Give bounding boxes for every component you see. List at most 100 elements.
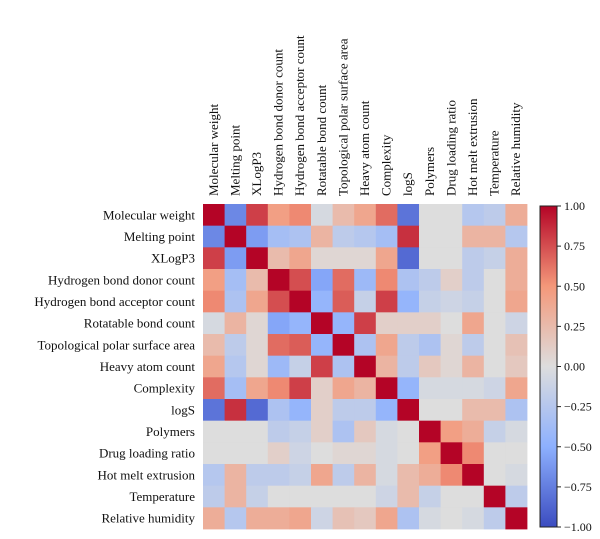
heatmap-cell	[203, 290, 225, 313]
heatmap-cell	[440, 399, 463, 422]
column-label: Relative humidity	[508, 102, 523, 196]
heatmap-cell	[462, 225, 485, 248]
row-label: Molecular weight	[103, 207, 195, 222]
heatmap-cell	[354, 312, 377, 335]
column-label: Hot melt extrusion	[465, 98, 480, 196]
heatmap-cell	[505, 290, 528, 313]
heatmap-cell	[289, 247, 312, 270]
row-label: Hot melt extrusion	[98, 467, 196, 482]
row-label: XLogP3	[151, 251, 195, 266]
heatmap-cell	[246, 225, 269, 248]
heatmap-cell	[332, 420, 355, 443]
heatmap-cell	[224, 464, 247, 487]
row-label: Heavy atom count	[100, 359, 196, 374]
heatmap-cell	[440, 420, 463, 443]
heatmap-cell	[224, 507, 247, 530]
heatmap-cell	[246, 464, 269, 487]
row-label: Hydrogen bond acceptor count	[34, 294, 195, 309]
heatmap-cell	[332, 312, 355, 335]
column-label: Molecular weight	[206, 104, 221, 196]
heatmap-cell	[354, 334, 377, 357]
heatmap-cell	[419, 464, 441, 487]
heatmap-cell	[289, 399, 312, 422]
heatmap-cell	[440, 204, 463, 227]
heatmap-cell	[267, 464, 290, 487]
heatmap-cell	[462, 464, 485, 487]
column-label: Complexity	[379, 134, 394, 196]
heatmap-cell	[332, 225, 355, 248]
heatmap-cell	[267, 269, 290, 292]
row-label: logS	[171, 402, 195, 417]
heatmap-cell	[311, 442, 333, 465]
heatmap-cell	[419, 420, 441, 443]
heatmap-cell	[267, 442, 290, 465]
heatmap-cell	[203, 399, 225, 422]
colorbar-gradient	[539, 205, 558, 528]
colorbar-tick-label: 1.00	[564, 199, 585, 213]
heatmap-cell	[419, 290, 441, 313]
column-label: Polymers	[422, 147, 437, 196]
heatmap-cell	[397, 485, 420, 508]
heatmap-cell	[505, 442, 528, 465]
colorbar-ticks: 1.00 0.75 0.50 0.25 0.00 −0.25 −0.50 −0.75 −1.00	[557, 199, 592, 534]
heatmap-cell	[505, 334, 528, 357]
heatmap-cell	[224, 334, 247, 357]
column-label: XLogP3	[249, 152, 264, 196]
heatmap-cell	[246, 420, 269, 443]
heatmap-cell	[397, 269, 420, 292]
heatmap-cell	[483, 355, 506, 378]
heatmap-cell	[440, 290, 463, 313]
heatmap-cell	[332, 355, 355, 378]
heatmap-cell	[354, 442, 377, 465]
heatmap-cell	[203, 377, 225, 400]
heatmap-cell	[354, 225, 377, 248]
heatmap-cell	[440, 507, 463, 530]
heatmap-cell	[354, 485, 377, 508]
heatmap-cell	[311, 420, 333, 443]
column-label: Melting point	[227, 124, 242, 196]
heatmap-cell	[483, 204, 506, 227]
heatmap-cell	[483, 269, 506, 292]
heatmap-cell	[332, 334, 355, 357]
heatmap-cell	[332, 290, 355, 313]
heatmap-cell	[462, 399, 485, 422]
column-label: Hydrogen bond donor count	[271, 49, 286, 196]
heatmap-cell	[203, 225, 225, 248]
heatmap-cell	[505, 312, 528, 335]
row-label: Drug loading ratio	[99, 446, 195, 461]
colorbar-tick-label: −0.75	[564, 480, 592, 494]
heatmap-cell	[224, 420, 247, 443]
heatmap-cell	[224, 247, 247, 270]
colorbar: 1.00 0.75 0.50 0.25 0.00 −0.25 −0.50 −0.75 −1.00	[539, 199, 592, 534]
heatmap-cell	[505, 247, 528, 270]
heatmap-cell	[483, 485, 506, 508]
heatmap-cell	[397, 225, 420, 248]
heatmap-cell	[397, 334, 420, 357]
heatmap-cell	[311, 464, 333, 487]
heatmap-cell	[267, 507, 290, 530]
heatmap-cell	[332, 464, 355, 487]
heatmap-cell	[505, 204, 528, 227]
heatmap-cell	[311, 377, 333, 400]
heatmap-cell	[419, 377, 441, 400]
heatmap-cells	[203, 204, 528, 530]
heatmap-cell	[462, 290, 485, 313]
heatmap-cell	[462, 204, 485, 227]
heatmap-cell	[267, 290, 290, 313]
heatmap-cell	[440, 247, 463, 270]
heatmap-cell	[440, 312, 463, 335]
heatmap-cell	[462, 420, 485, 443]
heatmap-cell	[419, 355, 441, 378]
heatmap-cell	[440, 442, 463, 465]
heatmap-cell	[224, 269, 247, 292]
heatmap-cell	[483, 225, 506, 248]
heatmap-cell	[267, 399, 290, 422]
heatmap-cell	[354, 290, 377, 313]
heatmap-cell	[224, 290, 247, 313]
heatmap-cell	[483, 290, 506, 313]
heatmap-cell	[311, 312, 333, 335]
column-label: Topological polar surface area	[335, 38, 350, 196]
heatmap-cell	[311, 225, 333, 248]
heatmap-cell	[224, 204, 247, 227]
heatmap-cell	[267, 334, 290, 357]
